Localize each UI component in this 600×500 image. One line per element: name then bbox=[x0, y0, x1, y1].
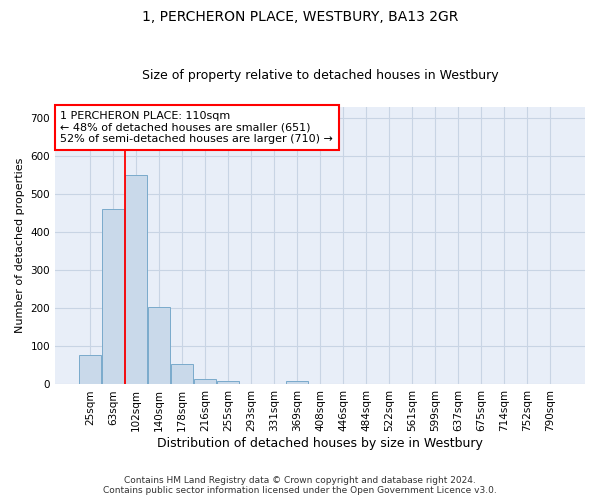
Text: 1, PERCHERON PLACE, WESTBURY, BA13 2GR: 1, PERCHERON PLACE, WESTBURY, BA13 2GR bbox=[142, 10, 458, 24]
Bar bbox=[79, 355, 101, 384]
Bar bbox=[194, 379, 216, 384]
Title: Size of property relative to detached houses in Westbury: Size of property relative to detached ho… bbox=[142, 69, 499, 82]
Bar bbox=[217, 382, 239, 384]
X-axis label: Distribution of detached houses by size in Westbury: Distribution of detached houses by size … bbox=[157, 437, 483, 450]
Text: 1 PERCHERON PLACE: 110sqm
← 48% of detached houses are smaller (651)
52% of semi: 1 PERCHERON PLACE: 110sqm ← 48% of detac… bbox=[61, 111, 333, 144]
Bar bbox=[286, 382, 308, 384]
Y-axis label: Number of detached properties: Number of detached properties bbox=[15, 158, 25, 334]
Bar bbox=[171, 364, 193, 384]
Text: Contains HM Land Registry data © Crown copyright and database right 2024.
Contai: Contains HM Land Registry data © Crown c… bbox=[103, 476, 497, 495]
Bar bbox=[148, 307, 170, 384]
Bar bbox=[102, 208, 124, 384]
Bar bbox=[125, 175, 147, 384]
